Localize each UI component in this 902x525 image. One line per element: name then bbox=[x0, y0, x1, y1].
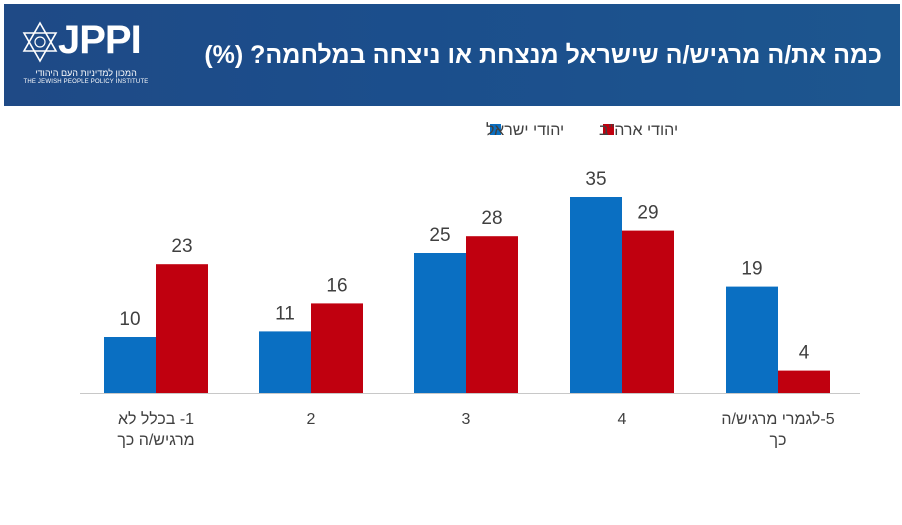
x-tick-label: 2 bbox=[307, 411, 316, 428]
star-of-david-icon bbox=[22, 21, 58, 63]
page-title: כמה את/ה מרגיש/ה שישראל מנצחת או ניצחה ב… bbox=[204, 41, 882, 69]
logo-subtitle-english: THE JEWISH PEOPLE POLICY INSTITUTE bbox=[23, 79, 149, 85]
bar-israel-1 bbox=[104, 337, 156, 393]
data-label: 29 bbox=[637, 203, 658, 224]
bar-israel-3 bbox=[414, 253, 466, 393]
bar-israel-2 bbox=[259, 331, 311, 393]
x-tick-label: 1- בכלל לא bbox=[118, 410, 194, 428]
data-label: 23 bbox=[171, 236, 192, 257]
data-label: 11 bbox=[275, 303, 295, 324]
legend-swatch-israel bbox=[490, 124, 501, 135]
legend-swatch-us bbox=[603, 124, 614, 135]
bar-us-1 bbox=[156, 264, 208, 393]
x-tick-label: מרגיש/ה כך bbox=[117, 432, 194, 449]
jppi-logo: JPPI המכון למדיניות העם היהודי THE JEWIS… bbox=[20, 18, 150, 90]
header-banner: JPPI המכון למדיניות העם היהודי THE JEWIS… bbox=[4, 4, 900, 106]
legend-label-us: יהודי ארה"ב bbox=[599, 122, 678, 139]
bar-us-4 bbox=[622, 230, 674, 393]
data-label: 4 bbox=[799, 343, 810, 364]
x-tick-label: 5-לגמרי מרגיש/ה bbox=[721, 410, 834, 428]
data-label: 25 bbox=[429, 225, 450, 246]
data-label: 10 bbox=[119, 309, 140, 330]
data-label: 35 bbox=[585, 169, 606, 190]
x-tick-label: 4 bbox=[618, 411, 627, 428]
data-label: 28 bbox=[481, 208, 502, 229]
bar-israel-4 bbox=[570, 197, 622, 393]
bar-us-5 bbox=[778, 370, 830, 393]
bar-us-2 bbox=[311, 303, 363, 393]
legend-label-israel: יהודי ישראל bbox=[486, 121, 564, 139]
bar-israel-5 bbox=[726, 286, 778, 393]
bar-us-3 bbox=[466, 236, 518, 393]
logo-subtitle-hebrew: המכון למדיניות העם היהודי bbox=[35, 68, 137, 78]
logo-wordmark: JPPI bbox=[58, 18, 142, 62]
data-label: 16 bbox=[326, 275, 347, 296]
x-tick-label: 3 bbox=[462, 411, 471, 428]
data-label: 19 bbox=[741, 259, 762, 280]
x-tick-label: כך bbox=[770, 432, 787, 449]
